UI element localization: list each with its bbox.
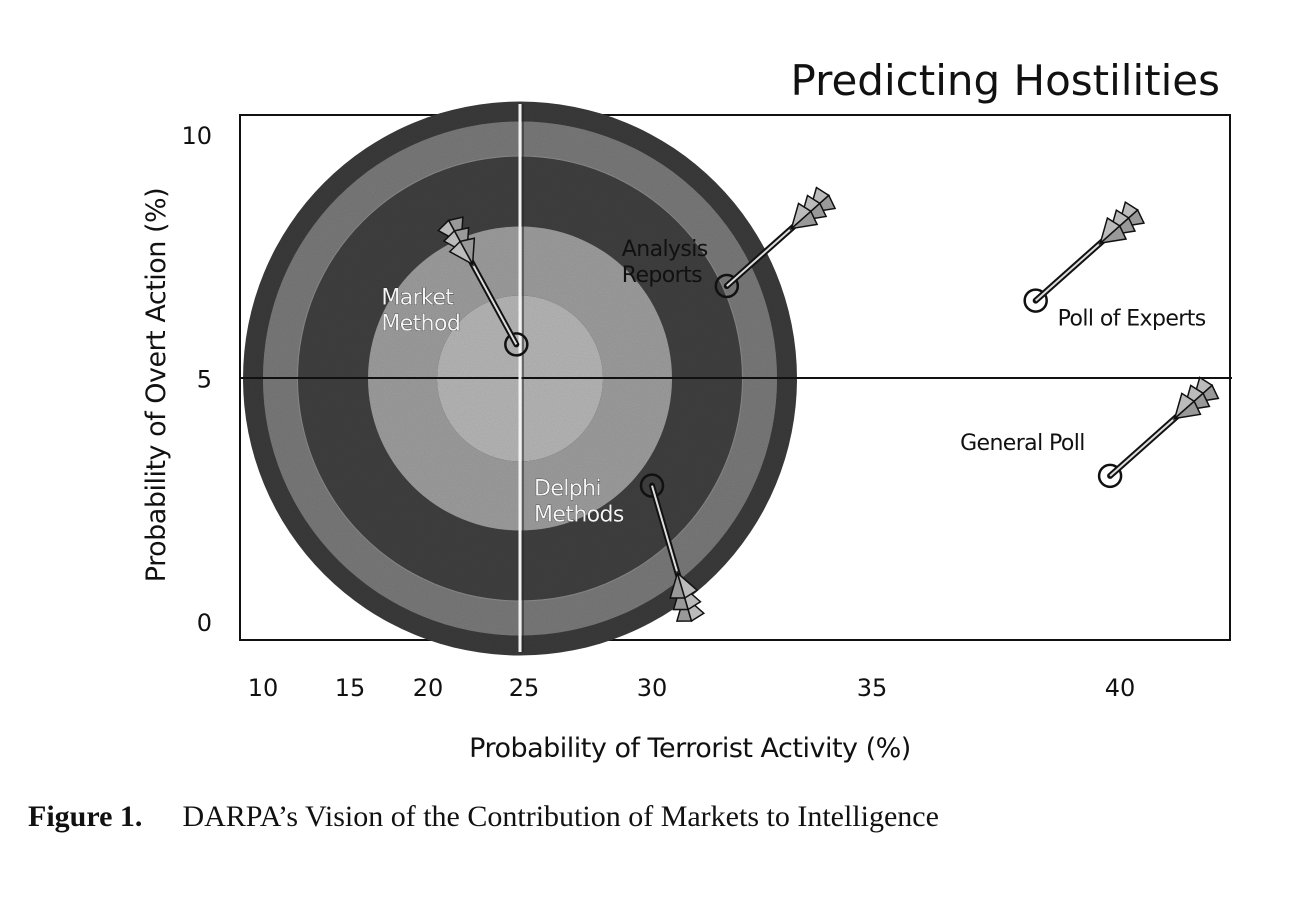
dart-market-method: Market Method [381, 216, 529, 357]
chart: Predicting Hostilities Market Method Analy… [141, 56, 1232, 764]
figure-caption: Figure 1. DARPA’s Vision of the Contribut… [28, 800, 939, 834]
x-axis-label: Probability of Terrorist Activity (%) [469, 733, 911, 764]
dart-label: Poll of Experts [1058, 307, 1206, 332]
chart-title: Predicting Hostilities [791, 56, 1220, 105]
dart-label: Analysis Reports [622, 237, 708, 288]
dart-impact-point [639, 473, 665, 498]
x-tick-label: 40 [1105, 674, 1136, 702]
dart-impact-point [504, 332, 529, 357]
dart-general-poll: General Poll [960, 376, 1220, 489]
y-axis-label: Probability of Overt Action (%) [141, 188, 172, 582]
dart-analysis-reports: Analysis Reports [622, 186, 837, 299]
x-tick-label: 15 [335, 674, 366, 702]
dart-poll-of-experts: Poll of Experts [1023, 200, 1206, 332]
x-tick-label: 30 [637, 674, 668, 702]
y-axis: 0 5 10 [181, 122, 212, 637]
dart-label: General Poll [960, 431, 1085, 456]
dart-label: Market Method [381, 285, 460, 336]
x-tick-label: 10 [248, 674, 279, 702]
dart-label: Delphi Methods [534, 477, 624, 528]
dart-markers: Market Method Analysis Reports Poll of Exper… [381, 186, 1220, 623]
dart-impact-point [714, 273, 740, 299]
x-axis: 10 15 20 25 30 35 40 [248, 674, 1136, 702]
x-tick-label: 35 [857, 674, 888, 702]
y-tick-label: 10 [181, 122, 212, 150]
y-tick-label: 0 [197, 609, 212, 637]
y-tick-label: 5 [197, 366, 212, 394]
figure-caption-text: DARPA’s Vision of the Contribution of Ma… [182, 800, 939, 833]
dart-impact-point [1023, 288, 1048, 313]
dart-delphi-methods: Delphi Methods [534, 473, 706, 623]
figure-caption-label: Figure 1. [28, 800, 143, 833]
dart-impact-point [1097, 463, 1123, 489]
x-tick-label: 25 [509, 674, 540, 702]
x-tick-label: 20 [413, 674, 444, 702]
